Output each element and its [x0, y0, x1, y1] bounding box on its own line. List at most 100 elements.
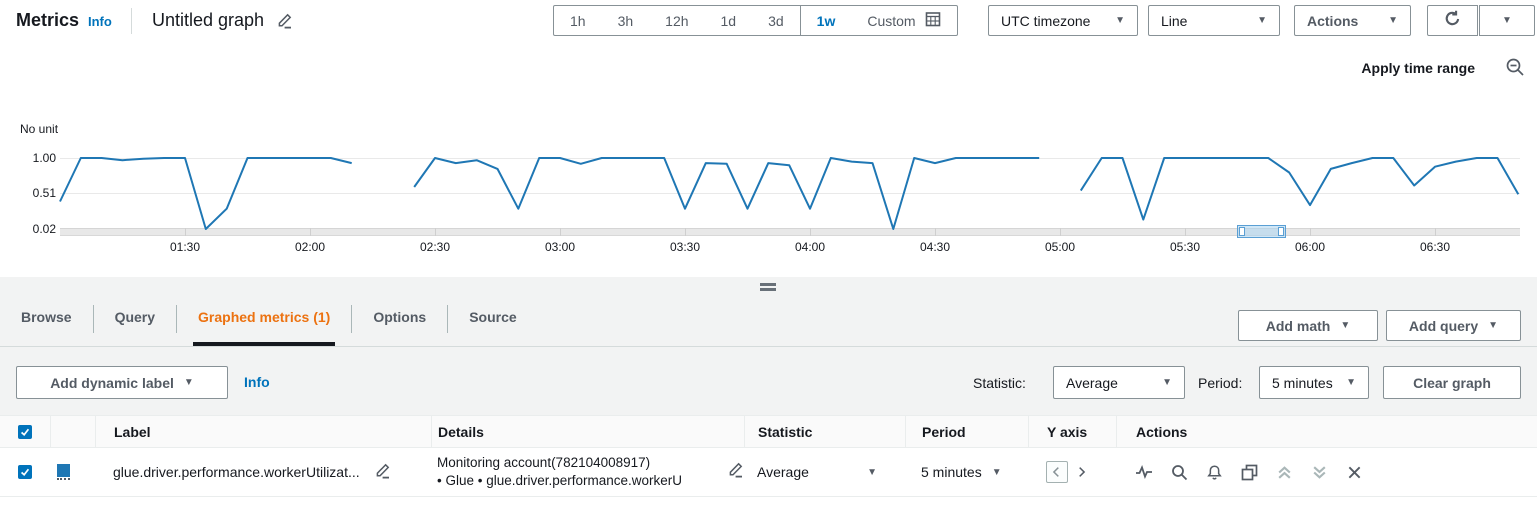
x-tick-label: 03:00	[544, 240, 576, 254]
row-details-cell: Monitoring account(782104008917) • Glue …	[431, 454, 744, 490]
move-up-icon[interactable]	[1275, 463, 1293, 481]
timezone-dropdown[interactable]: UTC timezone ▼	[988, 5, 1138, 36]
remove-metric-icon[interactable]	[1345, 463, 1363, 481]
x-tick-label: 04:30	[919, 240, 951, 254]
time-range-group: 1h 3h 12h 1d 3d 1w Custom	[553, 5, 958, 36]
period-label: Period:	[1198, 375, 1243, 391]
column-header-yaxis: Y axis	[1028, 416, 1116, 447]
add-query-button[interactable]: Add query ▼	[1386, 310, 1521, 341]
custom-time-range-button[interactable]: Custom	[851, 6, 956, 35]
x-tick-label: 01:30	[169, 240, 201, 254]
row-period-dropdown[interactable]: 5 minutes ▼	[921, 464, 1002, 480]
row-statistic-dropdown[interactable]: Average ▼	[757, 464, 877, 480]
metric-line-chart	[59, 157, 1520, 230]
scrubber-tick	[185, 228, 186, 236]
x-tick-label: 03:30	[669, 240, 701, 254]
tab-source[interactable]: Source	[469, 309, 517, 325]
time-range-3d[interactable]: 3d	[768, 12, 784, 29]
scrubber-tick	[1185, 228, 1186, 236]
scrubber-left-handle[interactable]	[1239, 227, 1245, 236]
timeline-scrubber-track[interactable]	[60, 228, 1520, 236]
series-color-swatch[interactable]	[57, 464, 70, 477]
search-icon[interactable]	[1170, 463, 1188, 481]
column-header-statistic: Statistic	[744, 416, 905, 447]
actions-label: Actions	[1307, 12, 1359, 29]
panel-resize-handle[interactable]	[755, 281, 781, 293]
tab-browse[interactable]: Browse	[21, 309, 72, 325]
toolbar-info-link[interactable]: Info	[244, 374, 270, 390]
y-tick-100: 1.00	[32, 151, 56, 165]
time-range-3h[interactable]: 3h	[617, 12, 634, 29]
custom-label: Custom	[867, 12, 916, 29]
apply-time-range-button[interactable]: Apply time range	[1361, 60, 1475, 76]
time-range-12h[interactable]: 12h	[665, 12, 689, 29]
y-tick-002: 0.02	[32, 222, 56, 236]
scrubber-tick	[1060, 228, 1061, 236]
scrubber-tick	[435, 228, 436, 236]
chevron-down-icon: ▼	[1346, 377, 1356, 388]
clear-graph-button[interactable]: Clear graph	[1383, 366, 1521, 399]
x-tick-label: 04:00	[794, 240, 826, 254]
time-range-1w-selected[interactable]: 1w	[816, 12, 836, 29]
duplicate-icon[interactable]	[1240, 463, 1258, 481]
tab-options[interactable]: Options	[373, 309, 427, 325]
graph-metric-icon[interactable]	[1135, 463, 1153, 481]
chart-panel: Apply time range No unit 1.00 0.51 0.02 …	[0, 42, 1537, 277]
scrubber-selection-handle[interactable]	[1237, 225, 1286, 238]
tab-query[interactable]: Query	[114, 309, 156, 325]
header-info-link[interactable]: Info	[88, 14, 112, 29]
tabs-row: Browse Query Graphed metrics (1) Options…	[0, 292, 1537, 347]
chevron-down-icon: ▼	[183, 377, 194, 388]
chevron-down-icon: ▼	[991, 466, 1002, 478]
scrubber-right-handle[interactable]	[1278, 227, 1284, 236]
x-tick-label: 06:30	[1419, 240, 1451, 254]
time-range-1h[interactable]: 1h	[570, 12, 586, 29]
add-dynamic-label-dropdown[interactable]: Add dynamic label ▼	[16, 366, 228, 399]
refresh-button[interactable]	[1427, 5, 1478, 36]
row-label-cell: glue.driver.performance.workerUtilizat..…	[95, 463, 431, 482]
yaxis-left-button[interactable]	[1046, 461, 1068, 483]
row-checkbox[interactable]	[18, 465, 32, 479]
x-tick-label: 02:00	[294, 240, 326, 254]
refresh-options-dropdown[interactable]: ▼	[1479, 5, 1535, 36]
chevron-down-icon: ▼	[1340, 320, 1351, 331]
chart-type-dropdown[interactable]: Line ▼	[1148, 5, 1280, 36]
add-math-button[interactable]: Add math ▼	[1238, 310, 1378, 341]
zoom-out-icon[interactable]	[1505, 57, 1525, 82]
chevron-down-icon: ▼	[1115, 15, 1125, 26]
period-dropdown[interactable]: 5 minutes ▼	[1259, 366, 1369, 399]
page-title: Metrics	[16, 10, 80, 30]
refresh-icon	[1443, 9, 1462, 33]
row-yaxis-cell	[1028, 461, 1116, 483]
metric-table-row: glue.driver.performance.workerUtilizat..…	[0, 448, 1537, 497]
statistic-dropdown[interactable]: Average ▼	[1053, 366, 1185, 399]
row-color-cell	[50, 464, 95, 480]
row-select-cell	[0, 465, 50, 479]
scrubber-tick	[685, 228, 686, 236]
x-tick-label: 06:00	[1294, 240, 1326, 254]
alarm-bell-icon[interactable]	[1205, 463, 1223, 481]
select-all-cell	[0, 416, 50, 447]
calendar-icon	[925, 11, 941, 30]
yaxis-right-button[interactable]	[1070, 461, 1092, 483]
time-range-1d[interactable]: 1d	[720, 12, 737, 29]
table-header-row: Label Details Statistic Period Y axis Ac…	[0, 415, 1537, 448]
scrubber-tick	[310, 228, 311, 236]
x-tick-label: 05:30	[1169, 240, 1201, 254]
edit-label-icon[interactable]	[374, 463, 390, 482]
chart-type-value: Line	[1161, 12, 1188, 29]
select-all-checkbox[interactable]	[18, 424, 32, 439]
time-range-separator	[799, 6, 801, 35]
scrubber-tick	[1435, 228, 1436, 236]
edit-graph-name-icon[interactable]	[276, 13, 292, 34]
edit-details-icon[interactable]	[727, 462, 743, 483]
tab-graphed-metrics[interactable]: Graphed metrics (1)	[193, 292, 336, 346]
top-header: Metrics Info Untitled graph 1h 3h 12h 1d…	[0, 0, 1537, 42]
actions-dropdown-button[interactable]: Actions ▼	[1294, 5, 1411, 36]
y-axis-unit-label: No unit	[20, 122, 59, 136]
scrubber-tick	[560, 228, 561, 236]
move-down-icon[interactable]	[1310, 463, 1328, 481]
row-actions-cell	[1116, 463, 1537, 481]
timezone-value: UTC timezone	[1001, 12, 1091, 29]
